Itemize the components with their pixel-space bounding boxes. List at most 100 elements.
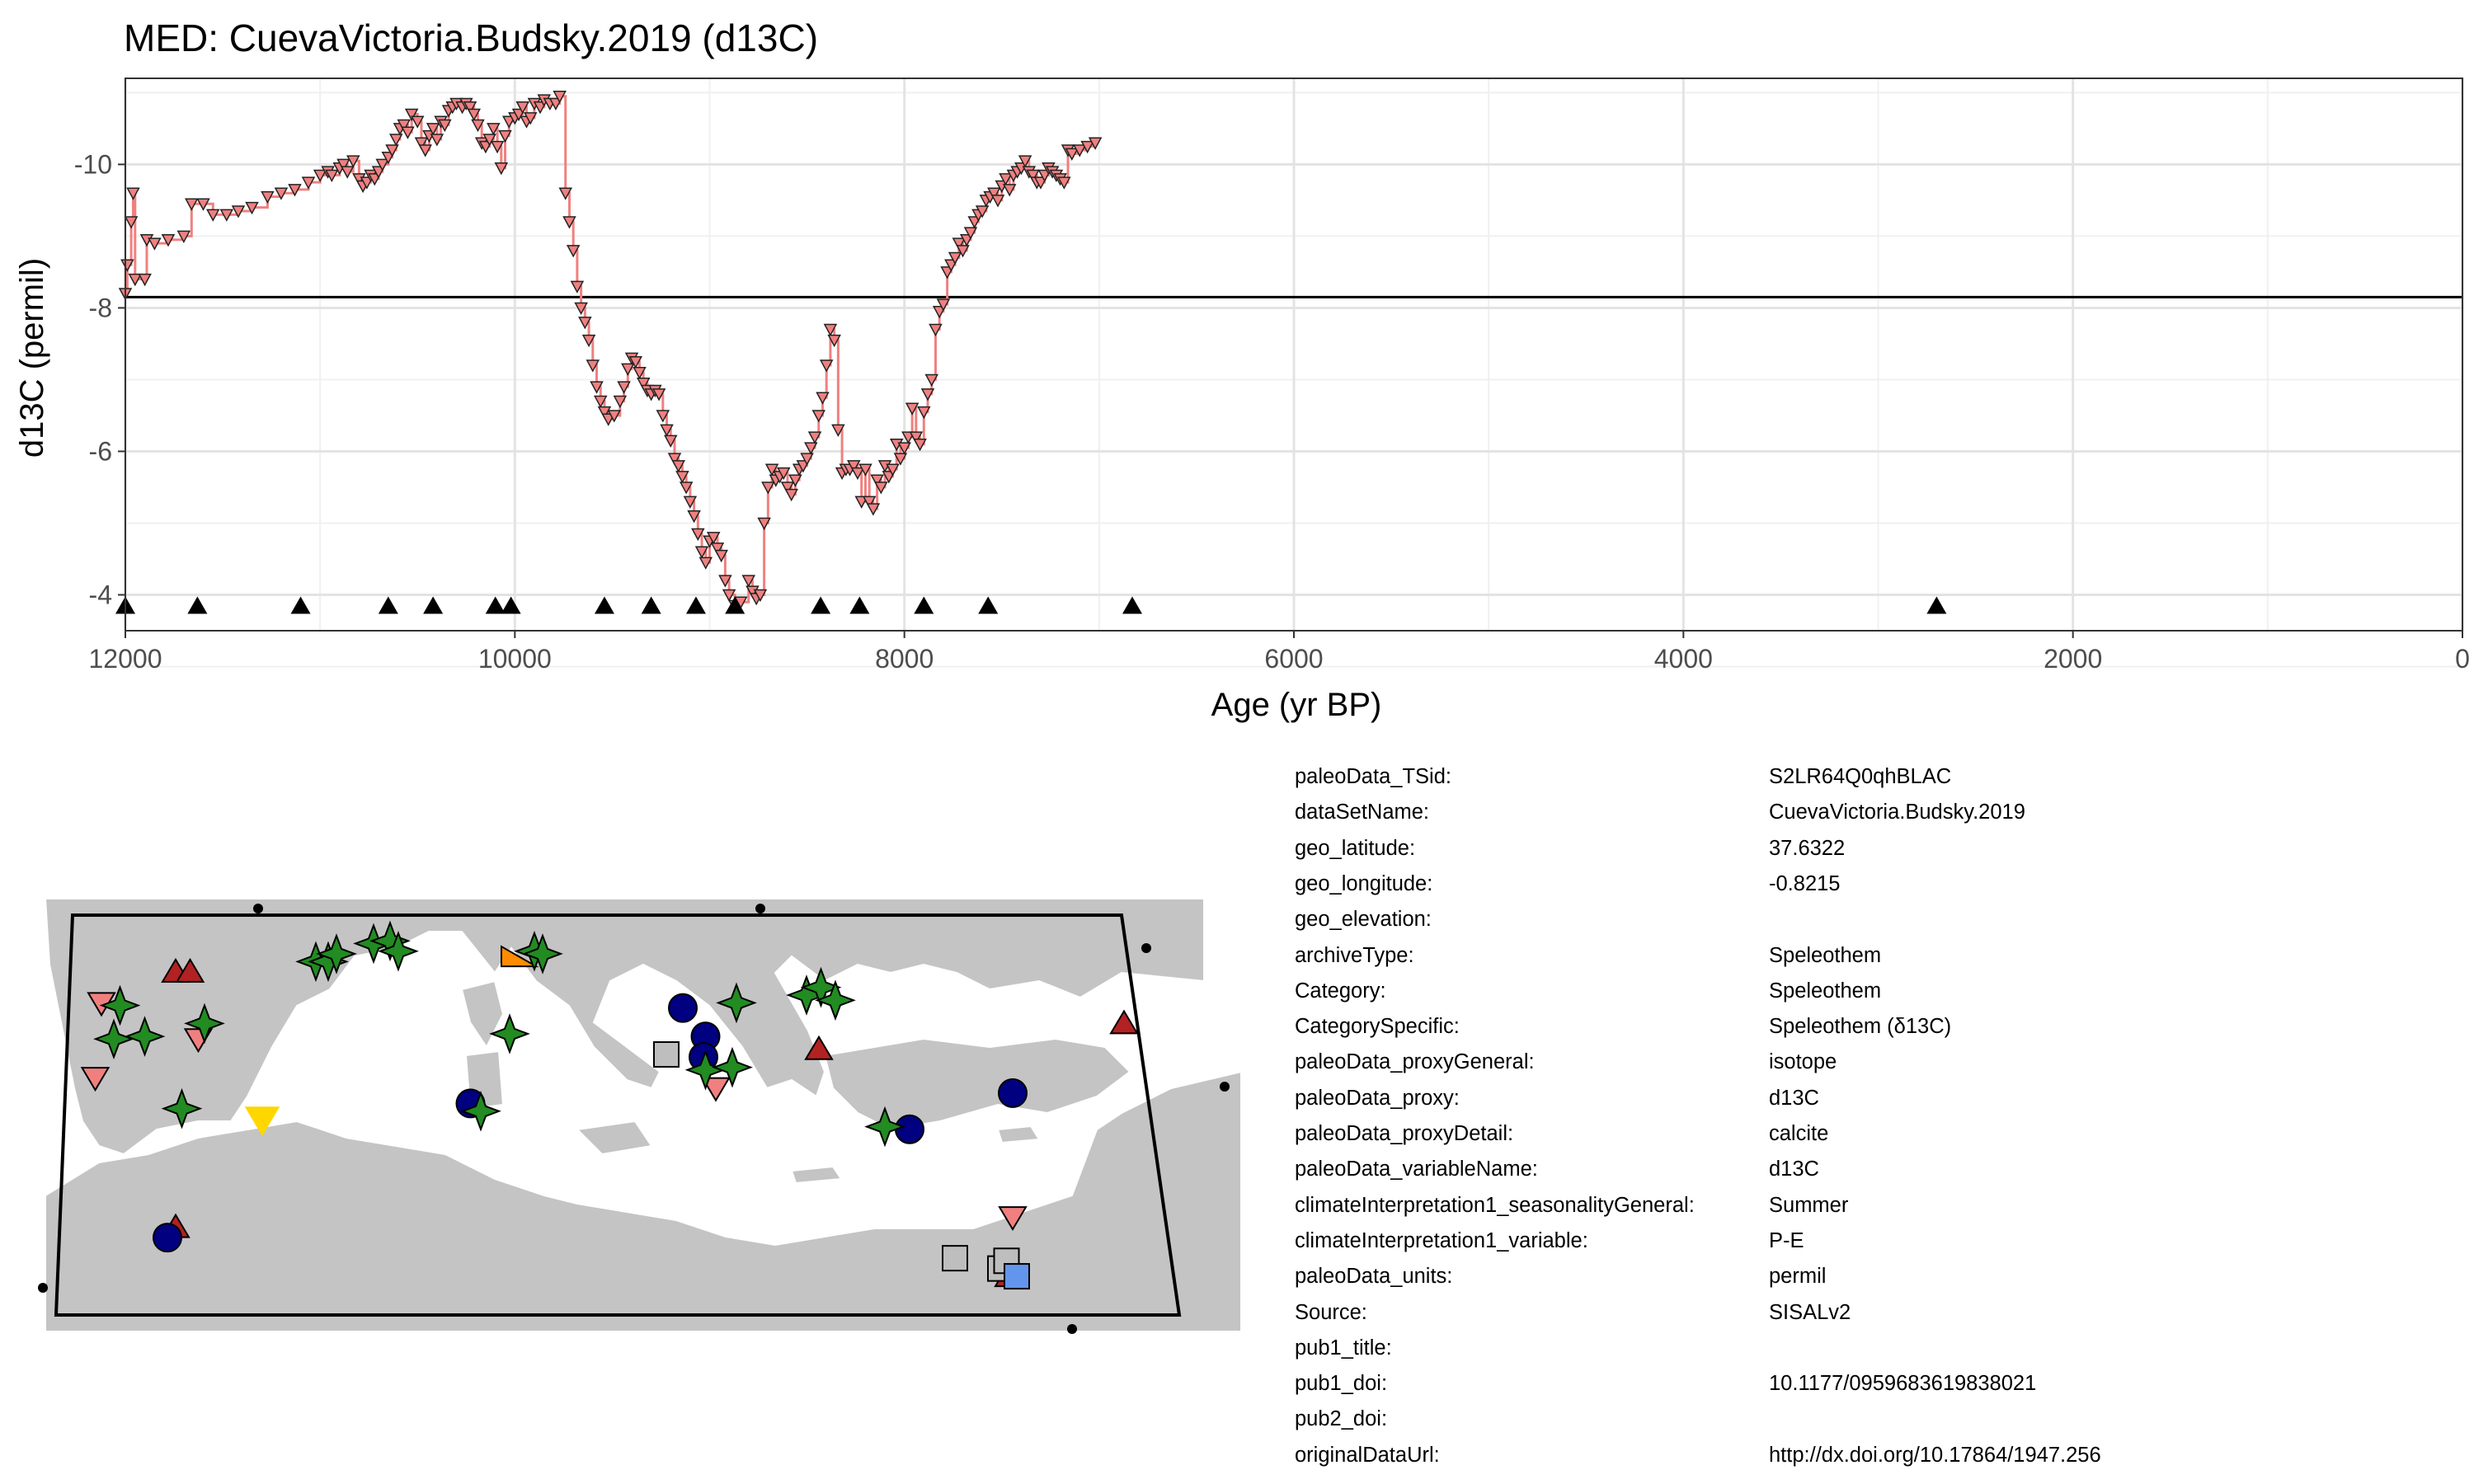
site-marker-star [815, 979, 856, 1021]
corner-dot [38, 1283, 48, 1293]
corsica-landmass [460, 979, 505, 1049]
data-point [574, 302, 588, 316]
data-point [811, 410, 826, 423]
site-marker-square [653, 1040, 680, 1068]
data-point [913, 439, 927, 452]
data-point [340, 166, 355, 179]
metadata-value: Summer [1769, 1193, 1849, 1217]
data-point [471, 119, 485, 133]
metadata-key: paleoData_units: [1295, 1265, 1453, 1289]
data-point [858, 463, 872, 477]
x-tick-label: 4000 [1654, 644, 1713, 674]
data-point [558, 187, 572, 200]
age-control-marker [978, 596, 999, 614]
data-point [148, 237, 162, 251]
data-point [404, 108, 419, 122]
metadata-value: http://dx.doi.org/10.17864/1947.256 [1769, 1443, 2101, 1467]
data-point [206, 209, 220, 222]
data-point [597, 406, 612, 420]
data-point [176, 230, 191, 244]
data-point [1057, 176, 1071, 190]
age-control-marker [914, 596, 934, 614]
data-point [325, 169, 339, 183]
data-point [487, 123, 501, 136]
data-point [138, 273, 152, 287]
site-marker-circle [895, 1114, 924, 1144]
crete-landmass [790, 1165, 843, 1185]
age-control-marker [501, 596, 521, 614]
data-point [570, 280, 585, 294]
data-point [498, 129, 512, 143]
site-marker-star [460, 1090, 501, 1132]
data-point [523, 112, 538, 125]
data-point [936, 298, 951, 312]
metadata-key: paleoData_variableName: [1295, 1158, 1538, 1181]
site-marker-triangle-up [1109, 1009, 1139, 1035]
data-point [963, 227, 978, 240]
data-point [185, 198, 199, 211]
data-point [590, 381, 604, 394]
data-point [1018, 155, 1032, 168]
data-point [651, 388, 666, 402]
data-point [718, 575, 732, 588]
data-point [866, 503, 881, 516]
data-point [694, 546, 709, 559]
data-point [628, 355, 643, 369]
site-marker-star [489, 1013, 530, 1054]
data-point [990, 195, 1005, 208]
data-point [1088, 137, 1103, 150]
data-point [219, 209, 234, 222]
site-marker-circle [153, 1223, 182, 1253]
data-point [288, 184, 302, 197]
site-marker-star [522, 933, 563, 974]
site-marker-circle [668, 993, 698, 1023]
data-point [924, 373, 938, 387]
data-point [1002, 184, 1017, 197]
metadata-value: d13C [1769, 1158, 1819, 1181]
data-point [870, 474, 884, 487]
chart-title: MED: CuevaVictoria.Budsky.2019 (d13C) [124, 16, 818, 59]
data-point [893, 453, 908, 466]
data-point [633, 367, 647, 380]
data-point [741, 575, 755, 588]
data-point [120, 259, 134, 272]
site-marker-star [99, 984, 141, 1026]
metadata-key: paleoData_proxyGeneral: [1295, 1050, 1535, 1074]
data-point [636, 378, 651, 391]
metadata-value: d13C [1769, 1086, 1819, 1110]
site-marker-star [378, 930, 419, 972]
data-point [467, 108, 481, 122]
data-point [660, 424, 674, 437]
data-point [301, 176, 316, 190]
data-point [850, 467, 865, 481]
data-point [675, 471, 689, 484]
x-tick-label: 0 [2455, 644, 2470, 674]
corner-dot [1067, 1324, 1077, 1334]
site-marker-square [942, 1245, 968, 1272]
data-point [671, 460, 685, 473]
data-point [800, 453, 814, 466]
data-point [956, 245, 970, 258]
data-point [410, 115, 425, 129]
data-point [722, 589, 736, 603]
metadata-key: CategorySpecific: [1295, 1015, 1460, 1039]
data-point [126, 187, 140, 200]
data-point [886, 463, 900, 477]
metadata-value: P-E [1769, 1228, 1804, 1252]
site-marker-triangle-down [998, 1206, 1028, 1232]
data-point [698, 556, 713, 570]
data-point [313, 169, 327, 183]
metadata-value: 10.1177/0959683619838021 [1769, 1372, 2037, 1396]
data-point [430, 134, 444, 147]
metadata-value: S2LR64Q0qhBLAC [1769, 765, 1952, 788]
age-control-marker [187, 596, 208, 614]
data-point [389, 134, 403, 147]
data-point [397, 119, 411, 133]
corner-dot [253, 904, 263, 913]
metadata-key: paleoData_proxy: [1295, 1086, 1460, 1110]
data-point [687, 510, 701, 524]
data-point [346, 155, 360, 168]
data-point [196, 198, 210, 211]
age-control-marker [485, 596, 506, 614]
d13c-chart: MED: CuevaVictoria.Budsky.2019 (d13C) 12… [14, 16, 2470, 723]
